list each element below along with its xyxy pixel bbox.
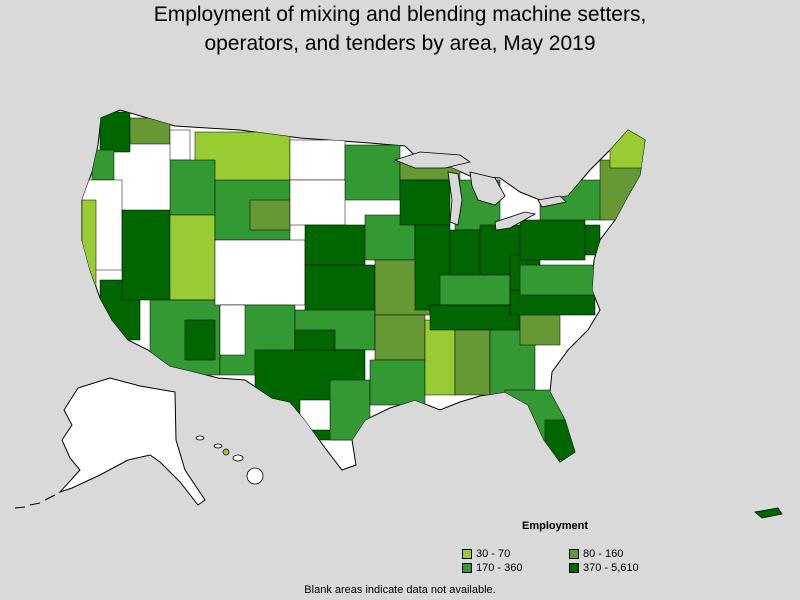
legend-item-370-5610: 370 - 5,610 [569, 562, 639, 574]
region-fl-south [544, 419, 576, 461]
region-mn [344, 144, 401, 201]
legend-swatch-170-360 [462, 563, 472, 573]
region-ar [374, 314, 426, 361]
legend-item-170-360: 170 - 360 [462, 562, 522, 574]
puerto-rico [754, 507, 783, 519]
region-tx-east [329, 379, 371, 441]
region-va [519, 264, 596, 296]
lake-erie [494, 211, 537, 231]
legend-label-80-160: 80 - 160 [583, 548, 624, 560]
region-ky [439, 274, 511, 306]
legend-swatch-30-70 [462, 549, 472, 559]
region-tn [429, 304, 521, 331]
alaska [14, 377, 206, 509]
region-tx-south [299, 399, 331, 431]
hawaii-island-4 [232, 454, 244, 462]
contiguous-us [81, 109, 646, 471]
lake-huron [469, 171, 506, 206]
hawaii-island-3 [222, 448, 230, 456]
great-lakes [393, 151, 567, 231]
region-wa-west [99, 111, 131, 153]
hawaii-island-5 [246, 467, 264, 485]
region-wa-east [129, 117, 171, 145]
map-title-line-2: operators, and tenders by area, May 2019 [204, 32, 596, 55]
region-ut [169, 214, 216, 301]
region-ne [304, 224, 366, 266]
puerto-rico-shape [754, 507, 783, 519]
region-wy-east [249, 199, 291, 231]
region-az-south [184, 319, 216, 361]
footnote: Blank areas indicate data not available. [304, 584, 496, 596]
region-sd [289, 179, 346, 226]
hawaii-island-1 [195, 435, 205, 441]
region-al [454, 329, 491, 396]
region-or-west [91, 149, 115, 181]
legend-swatch-370-5610 [569, 563, 579, 573]
hawaii-island-2 [213, 443, 223, 449]
region-wi [399, 179, 451, 226]
region-id-south [169, 159, 216, 216]
region-pa [519, 219, 586, 261]
legend-label-170-360: 170 - 360 [476, 562, 523, 574]
region-ca-coast [82, 199, 97, 311]
alaska-islands [14, 494, 56, 509]
legend-swatch-80-160 [569, 549, 579, 559]
map-title: Employment of mixing and blending machin… [0, 0, 800, 58]
region-nv [121, 209, 171, 301]
region-ks [304, 264, 376, 311]
legend-title: Employment [522, 520, 589, 532]
region-new-england [599, 159, 645, 221]
legend-item-80-160: 80 - 160 [569, 548, 623, 560]
region-mt-east [289, 139, 346, 181]
map-title-line-1: Employment of mixing and blending machin… [153, 3, 647, 26]
region-me [609, 127, 645, 169]
region-nm-west [219, 304, 246, 356]
legend-item-30-70: 30 - 70 [462, 548, 510, 560]
region-in [449, 229, 481, 281]
lake-ontario [537, 195, 567, 208]
legend-label-370-5610: 370 - 5,610 [583, 562, 639, 574]
region-co [214, 239, 306, 306]
hawaii [195, 435, 264, 485]
lake-michigan [447, 171, 463, 226]
region-nj [584, 224, 601, 256]
legend-label-30-70: 30 - 70 [476, 548, 511, 560]
lake-superior [393, 151, 471, 169]
region-id-north [169, 129, 191, 161]
alaska-outline [58, 377, 206, 506]
region-la [369, 359, 426, 406]
region-ms [424, 319, 456, 396]
